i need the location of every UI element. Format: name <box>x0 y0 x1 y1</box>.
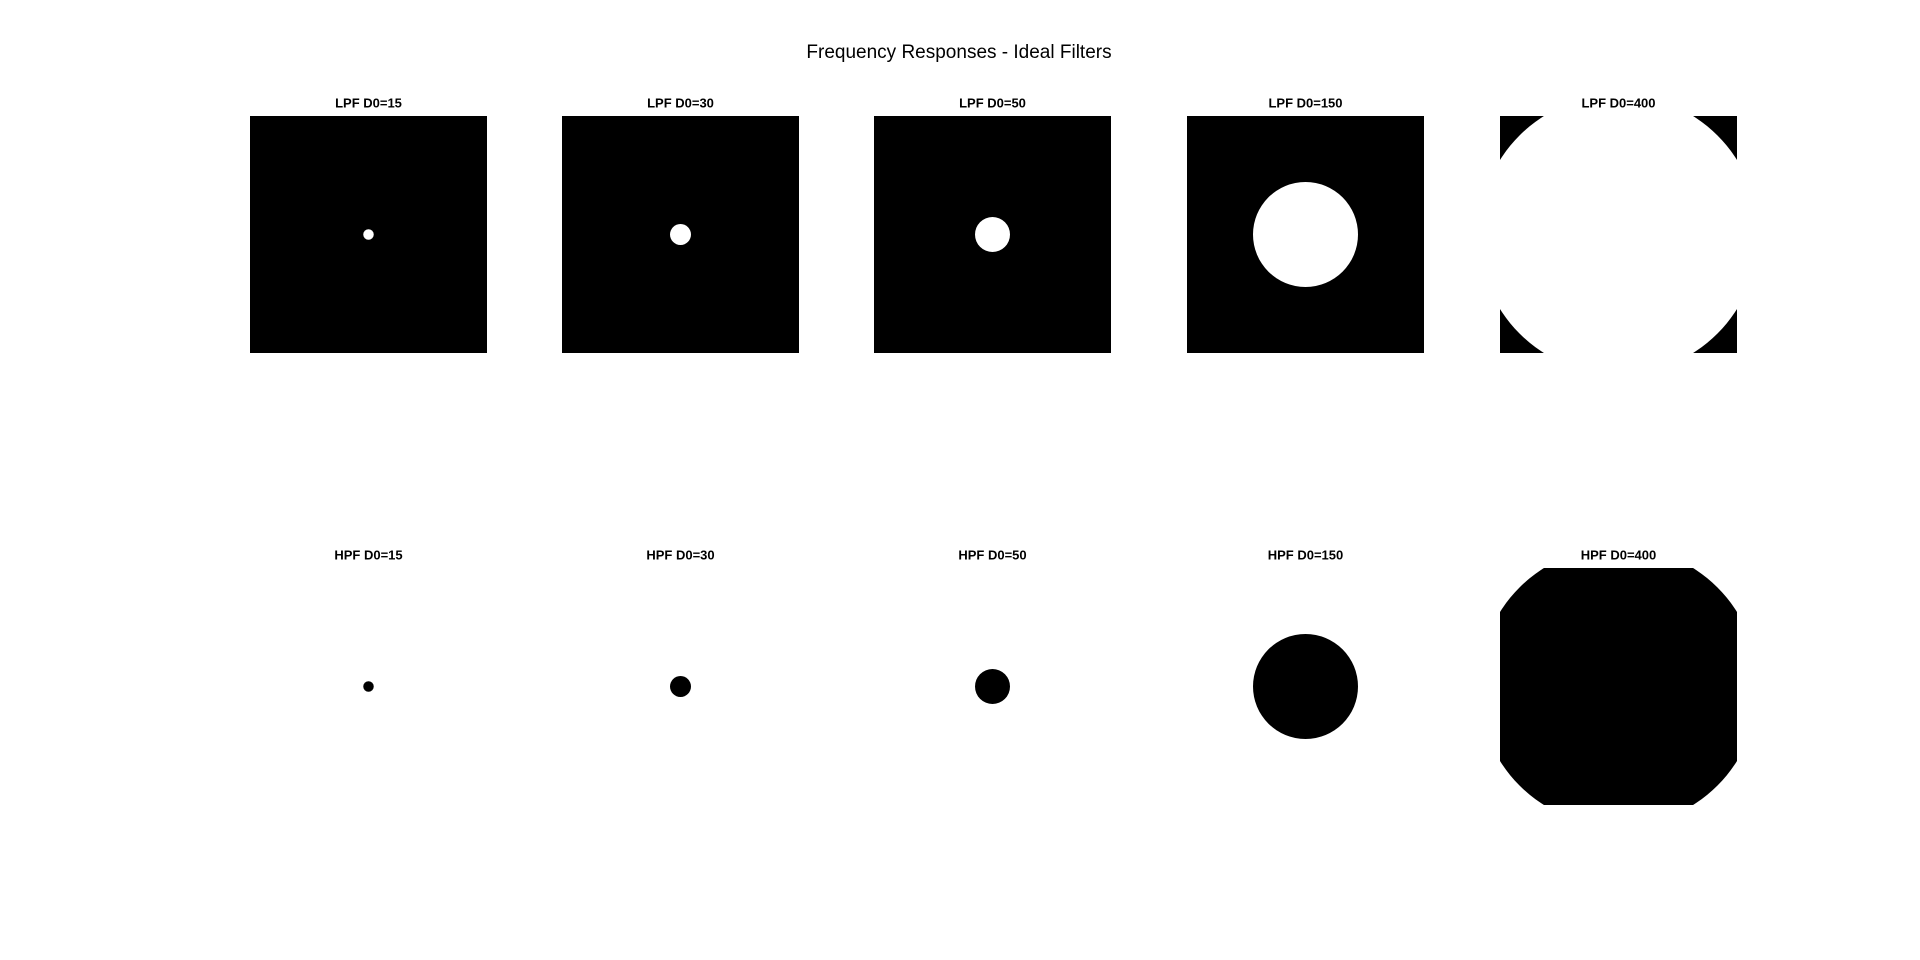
panel-image <box>562 568 799 805</box>
filter-circle <box>363 229 374 240</box>
panel-image <box>874 568 1111 805</box>
panel-image <box>1500 568 1737 805</box>
filter-circle <box>1500 116 1737 353</box>
panel-image <box>562 116 799 353</box>
panel-title: LPF D0=400 <box>1581 95 1655 110</box>
filter-circle <box>975 669 1010 704</box>
panel-image <box>1187 568 1424 805</box>
filter-circle <box>975 217 1010 252</box>
panel-title: HPF D0=150 <box>1268 547 1344 562</box>
panel-title: HPF D0=400 <box>1581 547 1657 562</box>
panel-title: LPF D0=15 <box>335 95 402 110</box>
filter-circle <box>363 681 374 692</box>
filter-circle <box>670 224 691 245</box>
panel-title: LPF D0=150 <box>1268 95 1342 110</box>
panel-image <box>250 116 487 353</box>
filter-circle <box>1253 634 1358 739</box>
panel-title: LPF D0=30 <box>647 95 714 110</box>
filter-circle <box>1500 568 1737 805</box>
panel-title: HPF D0=30 <box>646 547 714 562</box>
figure-title: Frequency Responses - Ideal Filters <box>806 42 1111 63</box>
panel-image <box>1187 116 1424 353</box>
panel-title: HPF D0=15 <box>334 547 402 562</box>
filter-circle <box>670 676 691 697</box>
panel-title: HPF D0=50 <box>958 547 1026 562</box>
filter-circle <box>1253 182 1358 287</box>
panel-image <box>874 116 1111 353</box>
panel-image <box>250 568 487 805</box>
panel-title: LPF D0=50 <box>959 95 1026 110</box>
panel-image <box>1500 116 1737 353</box>
